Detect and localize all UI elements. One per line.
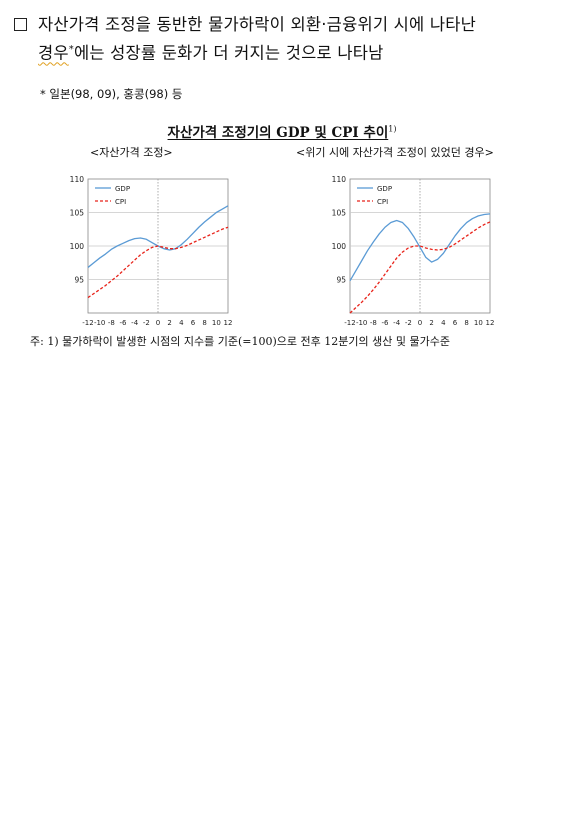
left-xtick-label: -10 (94, 319, 105, 327)
right-ytick-label: 95 (336, 276, 346, 285)
right-xtick-label: 2 (429, 319, 433, 327)
left-legend-label-gdp: GDP (115, 185, 130, 193)
figure-title: 자산가격 조정기의 GDP 및 CPI 추이1) (0, 121, 564, 142)
left-xtick-label: 8 (202, 319, 206, 327)
right-xtick-label: -12 (344, 319, 355, 327)
chart-asset-adjustment: 95 100 105 110 -12 -10 -8 -6 -4 -2 0 2 4 6 8 10 12 GDP CPI (70, 175, 233, 327)
left-xtick-label: 6 (191, 319, 196, 327)
figure-title-text: 자산가격 조정기의 GDP 및 CPI 추이 (167, 125, 389, 141)
left-xtick-label: -12 (82, 319, 93, 327)
left-xtick-label: -4 (131, 319, 139, 327)
figure-note: 주: 1) 물가하락이 발생한 시점의 지수를 기준(=100)으로 전후 12… (30, 335, 450, 348)
bullet-text-part2: 에는 성장률 둔화가 더 커지는 것으로 나타남 (73, 43, 384, 63)
left-xtick-label: 2 (167, 319, 171, 327)
left-ytick-label: 110 (70, 175, 85, 184)
left-ytick-label: 105 (70, 209, 85, 218)
left-xtick-label: 10 (212, 319, 221, 327)
right-series-gdp-line (349, 213, 491, 282)
right-xtick-label: 4 (441, 319, 446, 327)
right-xtick-label: -2 (405, 319, 412, 327)
right-series-cpi-line (349, 221, 491, 314)
left-series-cpi-line (87, 226, 229, 299)
right-legend-label-cpi: CPI (377, 198, 388, 206)
right-ytick-label: 105 (332, 209, 347, 218)
left-ytick-label: 100 (70, 242, 85, 251)
right-xtick-label: 12 (486, 319, 495, 327)
right-xtick-label: -6 (382, 319, 390, 327)
checkbox-icon (14, 18, 27, 31)
right-xtick-label: 0 (418, 319, 422, 327)
left-xtick-label: -8 (108, 319, 115, 327)
left-xtick-label: 0 (156, 319, 160, 327)
right-xtick-label: -8 (370, 319, 377, 327)
left-ytick-label: 95 (74, 276, 84, 285)
right-xtick-label: -10 (356, 319, 367, 327)
bullet-text: 자산가격 조정을 동반한 물가하락이 외환·금융위기 시에 나타난 경우*에는 … (38, 12, 558, 66)
right-xtick-label: 8 (464, 319, 468, 327)
bullet-text-squig: 경우 (38, 43, 69, 63)
chart-right-subtitle: <위기 시에 자산가격 조정이 있었던 경우> (296, 146, 494, 159)
footnote: * 일본(98, 09), 홍콩(98) 등 (40, 87, 183, 101)
left-xtick-label: 4 (179, 319, 184, 327)
right-ytick-label: 110 (332, 175, 347, 184)
figure-title-note: 1) (388, 124, 397, 134)
chart-left-subtitle: <자산가격 조정> (90, 146, 173, 159)
left-xtick-label: -2 (143, 319, 150, 327)
left-legend-label-cpi: CPI (115, 198, 126, 206)
right-xtick-label: 6 (453, 319, 458, 327)
right-legend-label-gdp: GDP (377, 185, 392, 193)
chart-crisis-asset-adjustment: 95 100 105 110 -12 -10 -8 -6 -4 -2 0 2 4 6 8 10 12 GDP CPI (332, 175, 495, 327)
right-ytick-label: 100 (332, 242, 347, 251)
left-xtick-label: -6 (120, 319, 128, 327)
left-xtick-label: 12 (224, 319, 233, 327)
bullet-text-part1: 자산가격 조정을 동반한 물가하락이 외환·금융위기 시에 나타난 (38, 15, 476, 34)
right-xtick-label: 10 (474, 319, 483, 327)
right-xtick-label: -4 (393, 319, 401, 327)
footnote-marker: * (68, 44, 74, 55)
